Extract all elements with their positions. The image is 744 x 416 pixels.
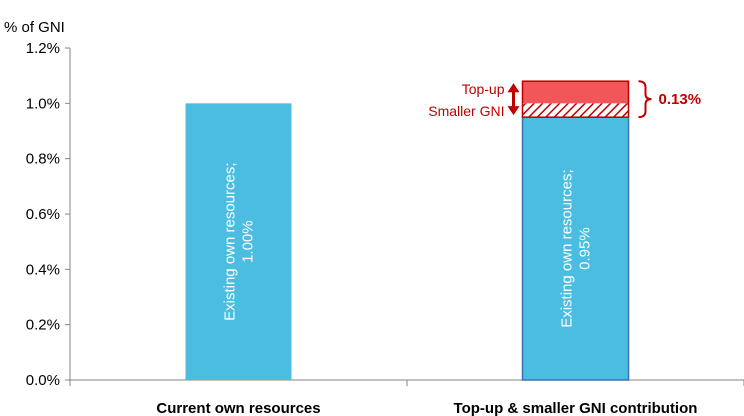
top-up-label: Top-up <box>462 81 505 97</box>
existing-own-resources-bar <box>185 103 292 380</box>
y-tick-label: 0.4% <box>26 261 60 278</box>
arrow-up-head <box>507 83 520 93</box>
bar-data-label: Existing own resources;1.00% <box>222 162 257 320</box>
bar-data-label-line: 1.00% <box>240 220 257 263</box>
y-tick-label: 0.6% <box>26 206 60 223</box>
bar-data-label-line: Existing own resources; <box>222 162 239 320</box>
total-increase-label: 0.13% <box>659 91 702 108</box>
bar-data-label: Existing own resources;0.95% <box>559 169 594 327</box>
bar-data-label-line: Existing own resources; <box>559 169 576 327</box>
bar-data-label-line: 0.95% <box>577 227 594 270</box>
y-tick-label: 0.2% <box>26 317 60 334</box>
arrow-down-head <box>507 106 520 116</box>
increase-outline <box>521 80 630 118</box>
y-tick-label: 0.8% <box>26 151 60 168</box>
annotations: Top-up Smaller GNI 0.13% <box>428 80 702 119</box>
top-up-bar <box>522 81 629 104</box>
x-category-label: Top-up & smaller GNI contribution <box>454 400 698 416</box>
y-tick-label: 1.0% <box>26 95 60 112</box>
x-category-label: Current own resources <box>156 400 320 416</box>
x-axis: Current own resources Top-up & smaller GN… <box>69 379 744 416</box>
smaller-gni-bar <box>522 103 629 118</box>
y-axis-label: % of GNI <box>4 19 65 36</box>
y-tick-label: 0.0% <box>26 372 60 389</box>
curly-brace <box>638 80 652 119</box>
bars: Existing own resources;1.00% Existing own… <box>185 80 630 381</box>
smaller-gni-label: Smaller GNI <box>428 103 504 119</box>
existing-own-resources-bar <box>521 116 630 381</box>
y-axis: 0.0% 0.2% 0.4% 0.6% 0.8% 1.0% 1.2% <box>26 40 71 389</box>
y-tick-label: 1.2% <box>26 40 60 57</box>
